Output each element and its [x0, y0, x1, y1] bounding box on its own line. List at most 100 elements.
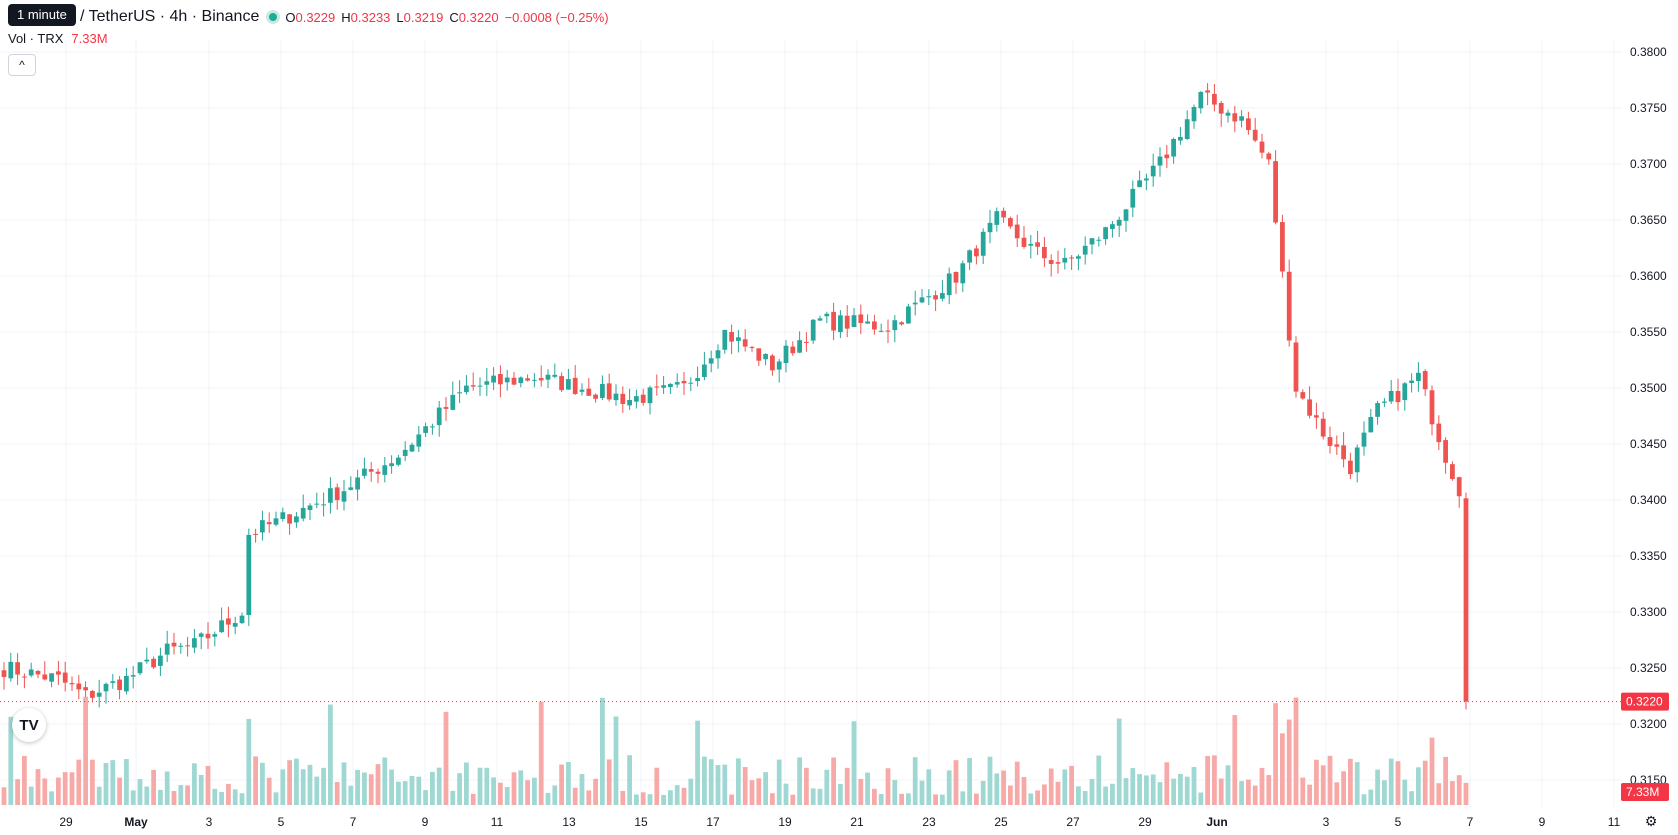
volume-bar [1157, 782, 1163, 805]
x-tick-label: 29 [59, 815, 73, 829]
candle-body [450, 394, 456, 410]
candle-body [314, 503, 320, 505]
candle-body [532, 379, 537, 381]
candle-body [838, 315, 843, 333]
y-tick-label: 0.3550 [1630, 325, 1667, 339]
volume-bar [1076, 786, 1081, 805]
volume-bar [715, 765, 721, 805]
volume-bar [90, 759, 95, 805]
candle-body [783, 345, 789, 363]
candle-body [96, 692, 102, 697]
symbol-title[interactable]: / TetherUS · 4h · Binance [80, 8, 260, 25]
volume-bar [749, 780, 755, 805]
volume-bar [457, 773, 462, 805]
volume-bar [872, 788, 877, 805]
volume-bar [824, 769, 830, 805]
candle-body [389, 463, 394, 467]
settings-icon[interactable]: ⚙ [1644, 812, 1658, 829]
volume-bar [647, 794, 653, 805]
volume-bars [1, 696, 1469, 805]
candle-body [1123, 209, 1129, 221]
candle-body [1368, 416, 1374, 433]
candle-body [498, 374, 503, 385]
volume-bar [314, 776, 320, 805]
volume-bar [69, 772, 75, 805]
candle-body [797, 340, 802, 353]
volume-bar [226, 783, 231, 805]
candle-body [1218, 102, 1224, 114]
candle-body [729, 331, 734, 342]
tradingview-logo-icon[interactable]: TV [12, 708, 46, 742]
candle-body [933, 295, 938, 300]
volume-bar [1402, 779, 1408, 805]
y-tick-label: 0.3300 [1630, 605, 1667, 619]
volume-bar [1178, 773, 1183, 805]
volume-bar [838, 783, 843, 805]
volume-value: 7.33M [71, 31, 108, 46]
candle-body [906, 306, 911, 324]
candle-body [307, 505, 313, 510]
candle-body [790, 346, 796, 354]
volume-bar [198, 774, 204, 805]
volume-bar [205, 765, 211, 805]
x-axis[interactable]: 29 May 3 5 7 9 11 13 15 17 19 21 23 25 27 29 Jun 3 5 7 9 11 [59, 815, 1620, 829]
volume-bar [1198, 792, 1204, 805]
candle-body [137, 662, 143, 674]
candle-body [246, 534, 252, 616]
candle-body [1341, 445, 1346, 460]
volume-bar [1314, 759, 1319, 805]
volume-bar [389, 769, 394, 805]
candle-body [525, 378, 530, 381]
volume-bar [368, 774, 374, 805]
volume-legend[interactable]: Vol · TRX 7.33M [8, 31, 108, 46]
volume-bar [559, 764, 564, 805]
volume-bar [1184, 776, 1190, 805]
candle-body [348, 487, 354, 490]
volume-bar [620, 790, 626, 805]
volume-bar [1062, 769, 1068, 805]
volume-bar [1123, 778, 1129, 805]
candle-body [1103, 227, 1108, 240]
volume-bar [756, 778, 762, 805]
ohlc-values: O0.3229 H0.3233 L0.3219 C0.3220 −0.0008 … [285, 10, 608, 25]
collapse-legend-button[interactable]: ^ [8, 54, 36, 76]
candle-body [865, 321, 870, 324]
volume-bar [171, 790, 177, 805]
market-status-icon[interactable] [269, 13, 278, 21]
candle-body [511, 377, 517, 385]
candle-body [980, 231, 986, 256]
candle-body [1402, 383, 1408, 401]
candle-body [1354, 447, 1360, 473]
candle-body [280, 512, 286, 519]
volume-bar [504, 787, 510, 805]
y-axis[interactable]: 0.3800 0.3750 0.3700 0.3650 0.3600 0.3550 0.35… [1630, 45, 1667, 787]
candle-body [1110, 224, 1115, 229]
x-tick-label: 7 [350, 815, 357, 829]
volume-bar [1042, 784, 1047, 805]
candle-body [647, 387, 653, 404]
candle-body [1286, 271, 1292, 341]
volume-bar [1443, 756, 1448, 805]
candle-body [76, 683, 82, 690]
y-tick-label: 0.3800 [1630, 45, 1667, 59]
volume-bar [1354, 762, 1360, 805]
candle-body [124, 675, 129, 692]
candle-body [1205, 90, 1210, 93]
y-tick-label: 0.3650 [1630, 213, 1667, 227]
high-value: 0.3233 [350, 9, 391, 25]
volume-bar [280, 769, 286, 805]
candle-body [470, 385, 476, 387]
volume-bar [355, 769, 360, 805]
volume-bar [919, 780, 925, 805]
candle-body [1429, 390, 1435, 425]
candle-body [443, 407, 449, 409]
volume-bar [22, 756, 27, 805]
candle-body [253, 533, 258, 535]
volume-bar [613, 716, 619, 805]
candle-body [668, 383, 673, 388]
candle-body [627, 399, 632, 406]
volume-bar [137, 779, 143, 805]
volume-bar [103, 762, 109, 805]
x-tick-label: 5 [278, 815, 285, 829]
